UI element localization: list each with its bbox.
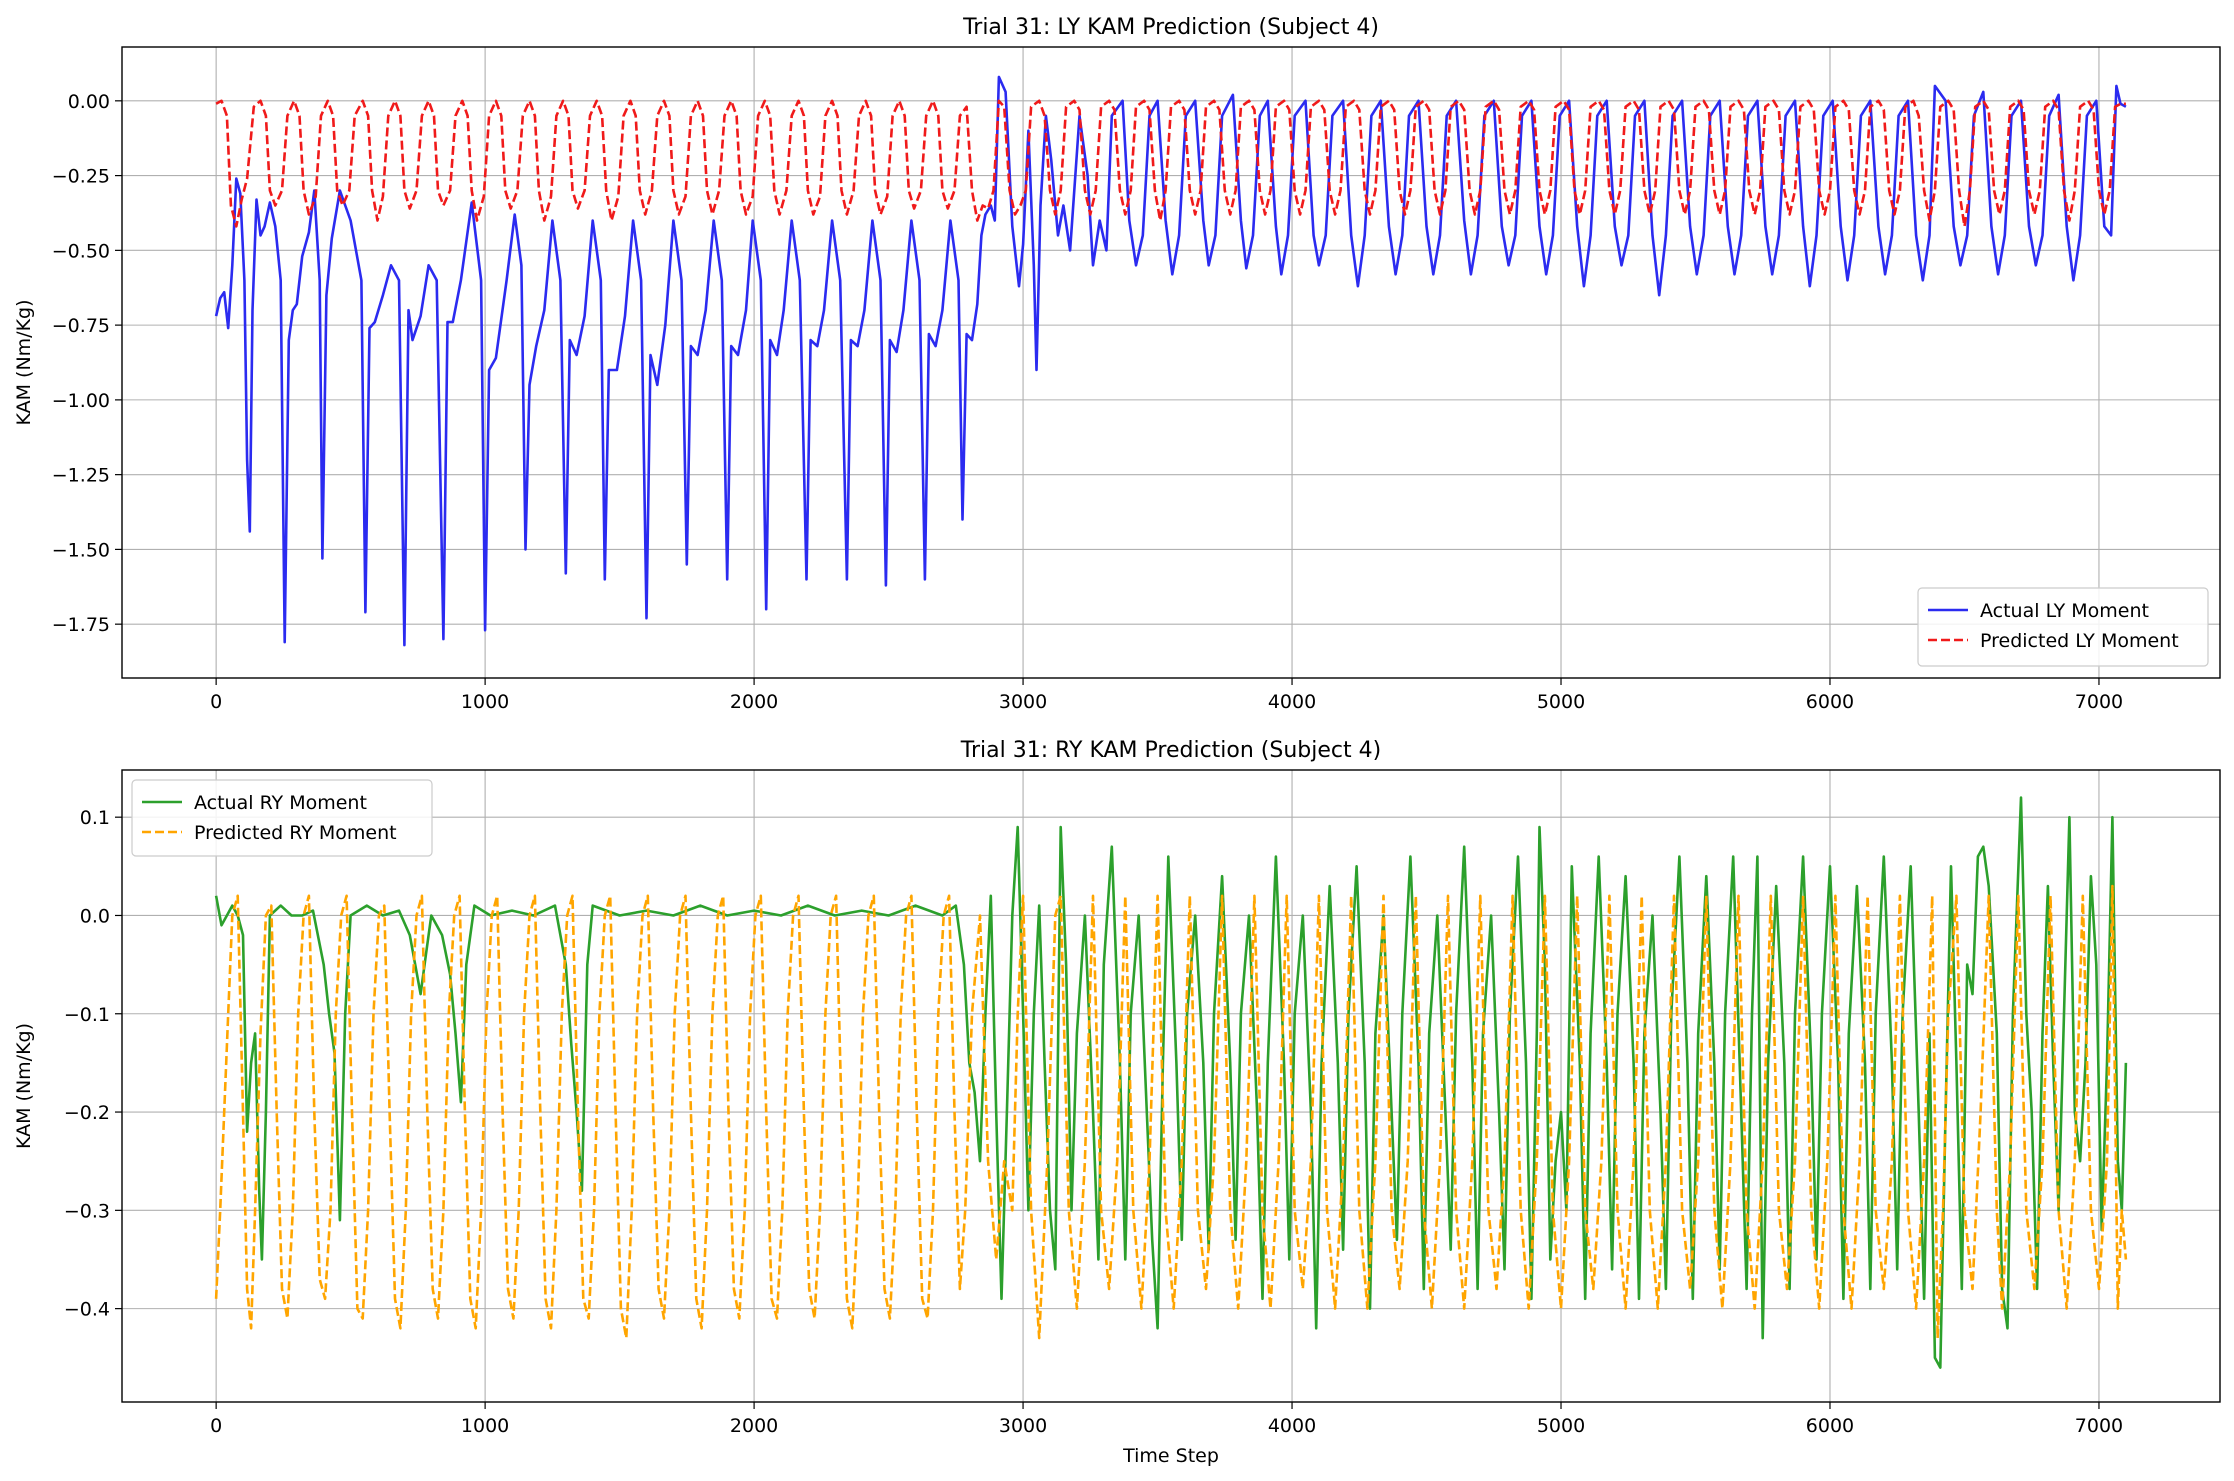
- y-tick-label: −0.25: [52, 166, 110, 188]
- y-tick-label: 0.00: [68, 91, 110, 113]
- series-line-actual-ly-moment: [214, 75, 2127, 647]
- legend-label: Predicted RY Moment: [194, 822, 397, 844]
- y-tick-label: −0.75: [52, 315, 110, 337]
- y-tick-label: −0.1: [64, 1004, 110, 1026]
- x-tick-label: 0: [210, 691, 222, 713]
- x-tick-label: 1000: [461, 691, 509, 713]
- x-tick-label: 4000: [1268, 691, 1316, 713]
- legend: Actual LY Moment Predicted LY Moment: [1917, 587, 2209, 667]
- x-tick-label: 0: [210, 1415, 222, 1437]
- y-tick-label: 0.0: [80, 905, 110, 927]
- legend-box: [1917, 587, 2209, 667]
- series-line-predicted-ry-moment: [214, 884, 2128, 1340]
- x-tick-label: 5000: [1537, 691, 1585, 713]
- plot-frame: [121, 769, 2221, 1403]
- x-tick-label: 2000: [730, 1415, 778, 1437]
- legend-label: Actual LY Moment: [1980, 600, 2149, 622]
- y-tick-label: −0.4: [64, 1299, 110, 1321]
- y-tick-label: −0.2: [64, 1102, 110, 1124]
- series-line-actual-ry-moment: [214, 796, 2128, 1369]
- x-tick-label: 1000: [461, 1415, 509, 1437]
- x-tick-label: 7000: [2075, 691, 2123, 713]
- y-tick-label: −1.00: [52, 390, 110, 412]
- x-tick-label: 6000: [1806, 691, 1854, 713]
- ry-kam-chart: 0 1000 2000 3000 4000 5000 6000 7000 0.1 0.0 −0.1 −…: [13, 738, 2221, 1467]
- legend-label: Predicted LY Moment: [1980, 630, 2179, 652]
- y-tick-label: −1.25: [52, 465, 110, 487]
- legend: Actual RY Moment Predicted RY Moment: [131, 779, 433, 857]
- chart-title: Trial 31: RY KAM Prediction (Subject 4): [960, 738, 1381, 763]
- x-tick-label: 5000: [1537, 1415, 1585, 1437]
- x-tick-label: 2000: [730, 691, 778, 713]
- y-tick-label: 0.1: [80, 807, 110, 829]
- x-tick-label: 3000: [999, 1415, 1047, 1437]
- chart-title: Trial 31: LY KAM Prediction (Subject 4): [962, 15, 1379, 40]
- x-tick-label: 4000: [1268, 1415, 1316, 1437]
- ly-kam-chart: 0 1000 2000 3000 4000 5000 6000 7000 0.00 −0.25 −0…: [13, 15, 2221, 713]
- y-axis-label: KAM (Nm/Kg): [13, 1023, 35, 1149]
- y-tick-label: −1.50: [52, 539, 110, 561]
- legend-box: [131, 779, 433, 857]
- y-tick-label: −1.75: [52, 614, 110, 636]
- plot-frame: [121, 46, 2221, 679]
- x-tick-label: 3000: [999, 691, 1047, 713]
- series-line-predicted-ly-moment: [215, 99, 2126, 228]
- y-axis-label: KAM (Nm/Kg): [13, 299, 35, 425]
- x-tick-label: 7000: [2075, 1415, 2123, 1437]
- y-tick-label: −0.50: [52, 240, 110, 262]
- y-tick-label: −0.3: [64, 1200, 110, 1222]
- x-tick-label: 6000: [1806, 1415, 1854, 1437]
- x-axis-label: Time Step: [1122, 1445, 1219, 1467]
- legend-label: Actual RY Moment: [194, 792, 367, 814]
